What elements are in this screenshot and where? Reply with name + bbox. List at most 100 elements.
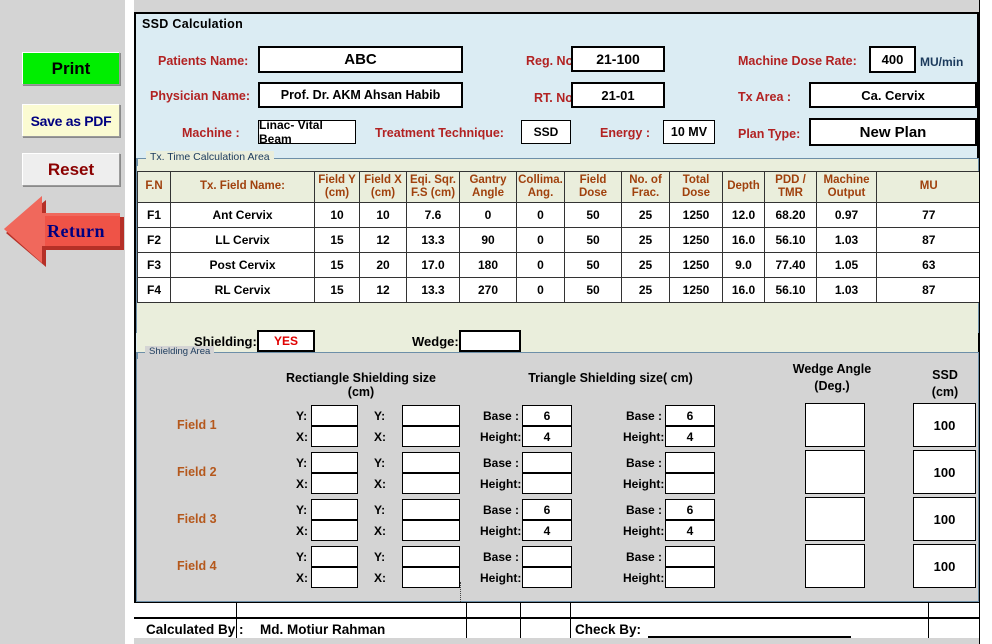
table-row[interactable]: F4 RL Cervix 15 12 13.3 270 0 50 25 1250… [137, 276, 983, 303]
check-by-input[interactable] [648, 636, 851, 638]
rect1-y-input[interactable] [311, 499, 358, 520]
cell-field-x[interactable]: 12 [359, 226, 407, 253]
cell-field-y[interactable]: 10 [314, 201, 360, 228]
rect2-y-label: Y: [374, 456, 386, 470]
rect2-x-input[interactable] [402, 473, 460, 494]
page-title: SSD Calculation [142, 17, 244, 31]
energy-input[interactable]: 10 MV [663, 120, 715, 144]
rect2-y-input[interactable] [402, 405, 460, 426]
ssd-input[interactable]: 100 [913, 497, 976, 541]
rt-no-input[interactable]: 21-01 [571, 82, 665, 108]
cell-field-y[interactable]: 15 [314, 251, 360, 278]
cell-gantry[interactable]: 180 [459, 251, 517, 278]
wedge-input[interactable] [459, 330, 521, 352]
cell-gantry[interactable]: 270 [459, 276, 517, 303]
rect2-y-input[interactable] [402, 546, 460, 567]
cell-collima[interactable]: 0 [516, 201, 565, 228]
cell-gantry[interactable]: 0 [459, 201, 517, 228]
tri1-base-input[interactable]: 6 [522, 405, 572, 426]
ssd-input[interactable]: 100 [913, 544, 976, 588]
tri1-height-input[interactable] [522, 473, 572, 494]
print-button[interactable]: Print [22, 52, 120, 85]
rect1-y-input[interactable] [311, 452, 358, 473]
shielding-field-label: Field 1 [177, 418, 217, 432]
cell-field-x[interactable]: 12 [359, 276, 407, 303]
cell-field-dose[interactable]: 50 [564, 226, 622, 253]
tri1-height-input[interactable] [522, 567, 572, 588]
tri2-height-input[interactable] [665, 473, 715, 494]
cell-field-x[interactable]: 10 [359, 201, 407, 228]
rect2-x-input[interactable] [402, 520, 460, 541]
rect1-x-input[interactable] [311, 567, 358, 588]
rect2-x-input[interactable] [402, 567, 460, 588]
return-button[interactable]: Return [0, 190, 128, 272]
machine-input[interactable]: Linac- Vital Beam [258, 120, 356, 144]
cell-field-y[interactable]: 15 [314, 276, 360, 303]
rect2-y-input[interactable] [402, 499, 460, 520]
plan-type-input[interactable]: New Plan [809, 118, 977, 146]
cell-collima[interactable]: 0 [516, 251, 565, 278]
ssd-input[interactable]: 100 [913, 403, 976, 447]
rect2-y-input[interactable] [402, 452, 460, 473]
tri1-height-input[interactable]: 4 [522, 426, 572, 447]
tri2-base-input[interactable] [665, 546, 715, 567]
cell-frac[interactable]: 25 [621, 201, 670, 228]
save-as-pdf-button[interactable]: Save as PDF [22, 104, 120, 137]
cell-field-dose[interactable]: 50 [564, 276, 622, 303]
cell-field-name[interactable]: LL Cervix [170, 226, 315, 253]
physician-name-input[interactable]: Prof. Dr. AKM Ahsan Habib [258, 82, 463, 108]
cell-field-x[interactable]: 20 [359, 251, 407, 278]
tri1-height-input[interactable]: 4 [522, 520, 572, 541]
shielding-input[interactable]: YES [257, 330, 315, 352]
tri2-base-input[interactable] [665, 452, 715, 473]
tri2-height-input[interactable]: 4 [665, 426, 715, 447]
cell-gantry[interactable]: 90 [459, 226, 517, 253]
wedge-angle-input[interactable] [805, 544, 865, 588]
cell-field-dose[interactable]: 50 [564, 251, 622, 278]
cell-depth[interactable]: 16.0 [722, 276, 765, 303]
wedge-angle-input[interactable] [805, 450, 865, 494]
cell-depth[interactable]: 16.0 [722, 226, 765, 253]
cell-depth[interactable]: 9.0 [722, 251, 765, 278]
table-row[interactable]: F3 Post Cervix 15 20 17.0 180 0 50 25 12… [137, 251, 983, 278]
cell-field-y[interactable]: 15 [314, 226, 360, 253]
tri1-base-input[interactable] [522, 546, 572, 567]
reg-no-input[interactable]: 21-100 [571, 46, 665, 72]
calculated-by-value[interactable]: Md. Motiur Rahman [260, 622, 386, 637]
rect1-x-input[interactable] [311, 473, 358, 494]
cell-frac[interactable]: 25 [621, 276, 670, 303]
tri2-base-input[interactable]: 6 [665, 405, 715, 426]
reset-button[interactable]: Reset [22, 153, 120, 186]
table-row[interactable]: F2 LL Cervix 15 12 13.3 90 0 50 25 1250 … [137, 226, 983, 253]
machine-dose-rate-input[interactable]: 400 [869, 46, 916, 73]
wedge-angle-input[interactable] [805, 403, 865, 447]
tri1-base-input[interactable] [522, 452, 572, 473]
cell-field-name[interactable]: Ant Cervix [170, 201, 315, 228]
tri1-base-input[interactable]: 6 [522, 499, 572, 520]
cell-field-name[interactable]: RL Cervix [170, 276, 315, 303]
ssd-input[interactable]: 100 [913, 450, 976, 494]
patients-name-input[interactable]: ABC [258, 46, 463, 73]
cell-frac[interactable]: 25 [621, 226, 670, 253]
wedge-angle-header: Wedge Angle [792, 362, 872, 376]
tx-area-input[interactable]: Ca. Cervix [809, 82, 977, 108]
rect1-y-input[interactable] [311, 546, 358, 567]
rect2-x-input[interactable] [402, 426, 460, 447]
rect1-x-input[interactable] [311, 520, 358, 541]
tri2-height-input[interactable] [665, 567, 715, 588]
cell-collima[interactable]: 0 [516, 276, 565, 303]
cell-frac[interactable]: 25 [621, 251, 670, 278]
rect2-y-label: Y: [374, 503, 386, 517]
cell-collima[interactable]: 0 [516, 226, 565, 253]
treatment-technique-input[interactable]: SSD [521, 120, 571, 144]
wedge-angle-input[interactable] [805, 497, 865, 541]
table-row[interactable]: F1 Ant Cervix 10 10 7.6 0 0 50 25 1250 1… [137, 201, 983, 228]
cell-field-name[interactable]: Post Cervix [170, 251, 315, 278]
tri2-height-input[interactable]: 4 [665, 520, 715, 541]
cell-depth[interactable]: 12.0 [722, 201, 765, 228]
tri2-base-input[interactable]: 6 [665, 499, 715, 520]
rect1-y-input[interactable] [311, 405, 358, 426]
print-button-label: Print [51, 58, 91, 78]
rect1-x-input[interactable] [311, 426, 358, 447]
cell-field-dose[interactable]: 50 [564, 201, 622, 228]
